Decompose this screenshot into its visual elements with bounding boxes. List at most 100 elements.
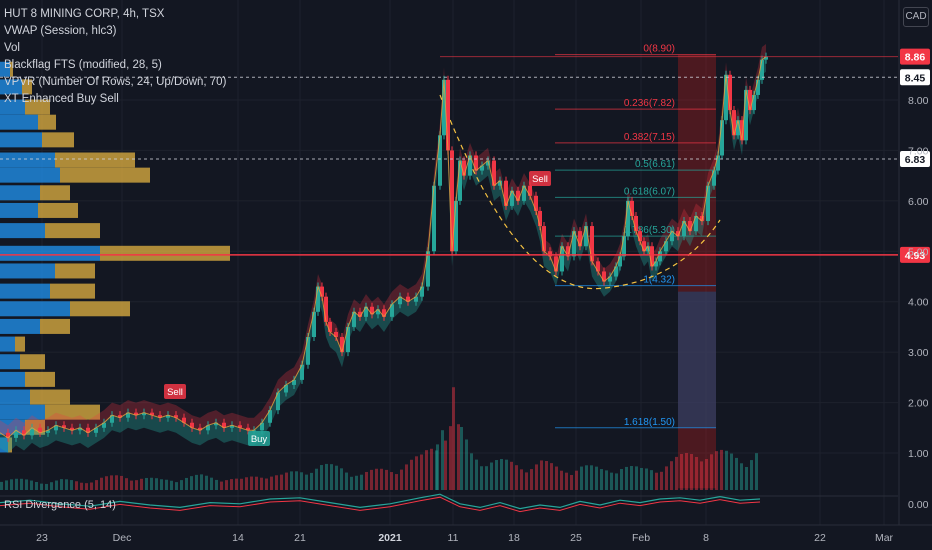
- candle-body: [492, 160, 496, 186]
- candle-body: [664, 241, 668, 252]
- volume-bar: [436, 444, 439, 490]
- chart-title[interactable]: HUT 8 MINING CORP, 4h, TSX: [4, 8, 165, 20]
- indicator-xt-buy-sell[interactable]: XT Enhanced Buy Sell: [4, 93, 119, 105]
- price-line-label: 6.83: [905, 154, 926, 166]
- volume-bar: [405, 464, 408, 490]
- indicator-vol[interactable]: Vol: [4, 42, 20, 54]
- volume-bar: [305, 474, 308, 490]
- candle-body: [468, 155, 472, 176]
- candle-body: [6, 432, 10, 438]
- candle-body: [54, 425, 58, 431]
- candle-body: [676, 231, 680, 237]
- candle-body: [370, 306, 374, 315]
- fib-level-label: 0(8.90): [643, 44, 675, 55]
- volume-bar: [25, 479, 28, 490]
- volume-bar: [335, 465, 338, 490]
- x-tick-label: 11: [448, 532, 459, 544]
- candle-body: [134, 412, 138, 416]
- currency-button[interactable]: CAD: [903, 7, 929, 27]
- candle-body: [276, 392, 280, 411]
- volume-bar: [560, 470, 563, 490]
- volume-bar: [485, 466, 488, 490]
- candle-body: [480, 165, 484, 171]
- candle-body: [638, 231, 642, 242]
- candle-body: [324, 296, 328, 322]
- candle-body: [542, 226, 546, 252]
- candle-body: [732, 110, 736, 136]
- volume-bar: [650, 470, 653, 490]
- vpvr-up-bar: [0, 263, 55, 279]
- volume-bar: [210, 477, 213, 490]
- fib-level-label: 0.786(5.30): [624, 225, 675, 236]
- candle-body: [744, 89, 748, 141]
- volume-bar: [385, 469, 388, 490]
- rsi-label: RSI Divergence (5, 14): [4, 499, 116, 511]
- volume-bar: [575, 470, 578, 490]
- volume-bar: [690, 454, 693, 490]
- candle-body: [174, 415, 178, 418]
- volume-bars: [0, 387, 758, 490]
- candle-body: [334, 331, 338, 338]
- volume-bar: [400, 469, 403, 490]
- volume-bar: [100, 477, 103, 490]
- volume-bar: [655, 472, 658, 490]
- candle-body: [426, 251, 430, 287]
- candle-body: [238, 425, 242, 428]
- volume-bar: [670, 461, 673, 490]
- candle-body: [328, 321, 332, 332]
- y-tick-label: 3.00: [908, 347, 929, 359]
- volume-bar: [715, 451, 718, 490]
- volume-bar: [155, 478, 158, 490]
- volume-bar: [395, 474, 398, 490]
- candle-body: [560, 246, 564, 272]
- volume-bar: [730, 453, 733, 490]
- volume-bar: [150, 477, 153, 490]
- vpvr-down-bar: [38, 202, 78, 218]
- indicator-blackflag[interactable]: Blackflag FTS (modified, 28, 5): [4, 59, 162, 71]
- vpvr-up-bar: [0, 61, 10, 77]
- price-lines: 8.86 8.45 6.83 4.93: [0, 48, 930, 263]
- volume-bar: [280, 474, 283, 490]
- indicator-vpvr[interactable]: VPVR (Number Of Rows, 24, Up/Down, 70): [4, 76, 227, 88]
- volume-bar: [725, 450, 728, 490]
- volume-bar: [40, 483, 43, 490]
- volume-bar: [35, 482, 38, 490]
- volume-bar: [449, 426, 452, 490]
- candle-body: [300, 364, 304, 380]
- volume-bar: [245, 477, 248, 490]
- volume-bar: [660, 471, 663, 490]
- volume-bar: [745, 466, 748, 490]
- close-line: [0, 56, 767, 439]
- price-line-marker: [900, 48, 930, 65]
- volume-bar: [290, 471, 293, 490]
- indicator-legend: HUT 8 MINING CORP, 4h, TSX VWAP (Session…: [4, 6, 226, 108]
- candle-body: [46, 430, 50, 433]
- volume-bar: [60, 479, 63, 490]
- indicator-vwap[interactable]: VWAP (Session, hlc3): [4, 25, 117, 37]
- price-line-marker: [900, 69, 930, 86]
- volume-bar: [170, 480, 173, 490]
- volume-bar: [75, 481, 78, 490]
- candle-body: [346, 326, 350, 353]
- candle-body: [94, 427, 98, 433]
- vpvr-up-bar: [0, 79, 22, 95]
- volume-bar: [220, 481, 223, 490]
- candle-body: [14, 430, 18, 438]
- volume-bar: [515, 465, 518, 490]
- volume-bar: [430, 448, 433, 490]
- candle-body: [118, 415, 122, 418]
- candle-body: [352, 311, 356, 327]
- vpvr-up-bar: [0, 389, 30, 405]
- signal-label: Buy: [251, 434, 268, 445]
- volume-bar: [80, 482, 83, 490]
- volume-bar: [125, 478, 128, 490]
- volume-bar: [260, 477, 263, 490]
- candle-body: [30, 427, 34, 436]
- price-line-label: 8.86: [905, 52, 926, 64]
- candle-body: [608, 276, 612, 282]
- candle-body: [126, 412, 130, 418]
- volume-bar: [325, 463, 328, 490]
- volume-bar: [115, 475, 118, 490]
